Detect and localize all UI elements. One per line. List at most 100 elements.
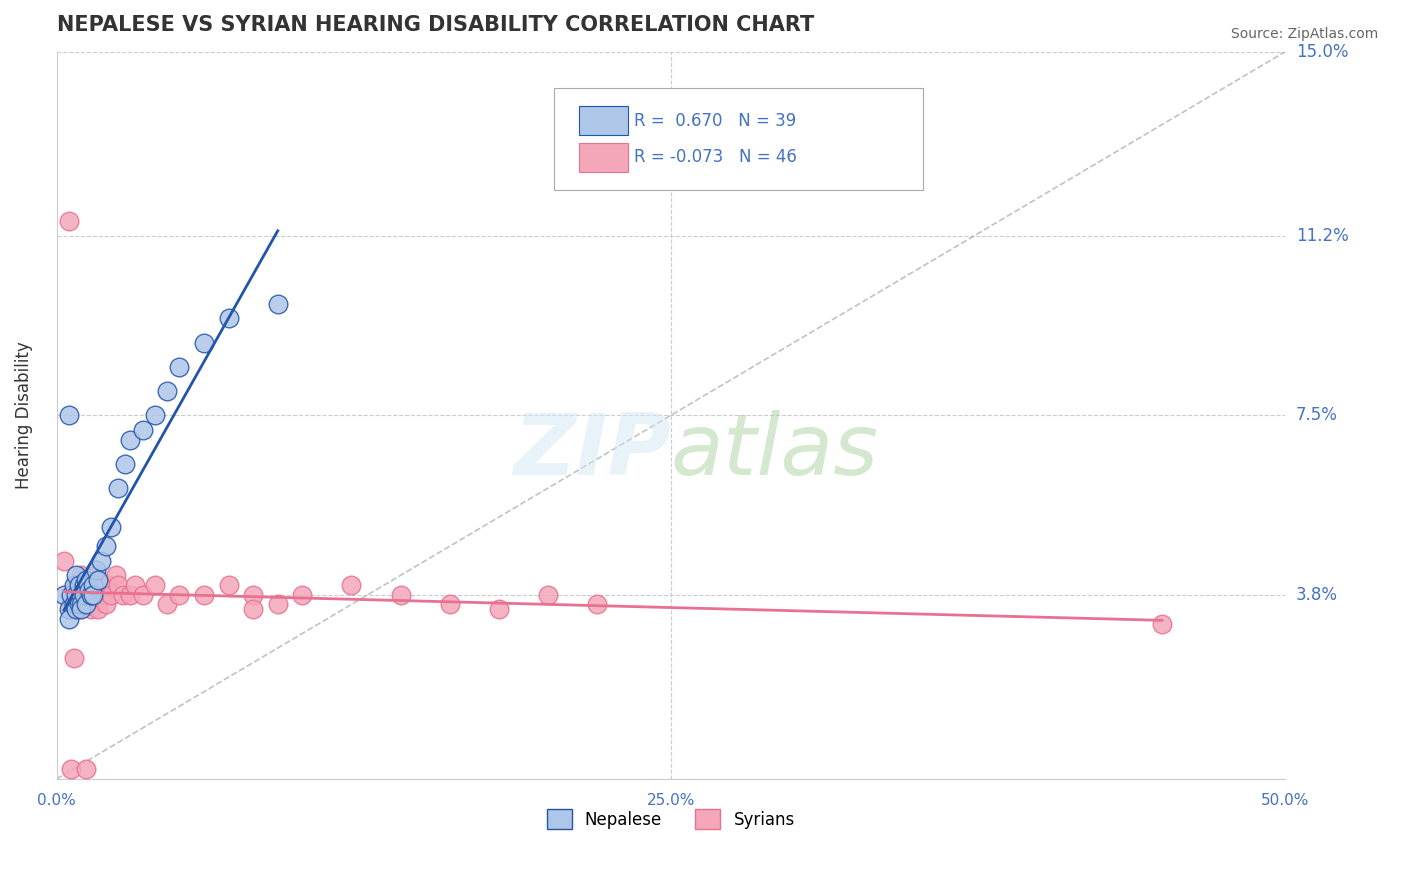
Point (87, 573, 110, 587)
Point (75, 598, 97, 612)
Point (82, 578, 104, 592)
Text: 50.0%: 50.0% (1261, 793, 1309, 808)
Point (94, 539, 117, 553)
Text: NEPALESE VS SYRIAN HEARING DISABILITY CORRELATION CHART: NEPALESE VS SYRIAN HEARING DISABILITY CO… (56, 15, 814, 35)
Point (267, 598, 290, 612)
Text: ZIP: ZIP (513, 410, 671, 493)
Point (104, 568, 127, 582)
Point (107, 481, 129, 495)
Point (90, 554, 112, 568)
Point (389, 588, 412, 602)
Point (77, 598, 100, 612)
Point (586, 598, 609, 612)
Point (111, 588, 134, 602)
Point (267, 297, 290, 311)
Point (488, 602, 510, 616)
Point (90, 578, 112, 592)
Point (82, 588, 104, 602)
Point (114, 457, 136, 471)
Point (87, 602, 110, 616)
Point (193, 588, 215, 602)
Point (80, 588, 103, 602)
Point (67, 592, 90, 607)
Bar (579, 143, 628, 172)
Point (60, 762, 83, 776)
Point (91, 588, 114, 602)
Point (94, 598, 117, 612)
Point (70, 588, 93, 602)
Text: R = -0.073   N = 46: R = -0.073 N = 46 (634, 148, 797, 166)
Y-axis label: Hearing Disability: Hearing Disability (15, 342, 32, 489)
Point (218, 578, 240, 592)
Text: 7.5%: 7.5% (1296, 407, 1339, 425)
Bar (579, 106, 628, 136)
Legend: Nepalese, Syrians: Nepalese, Syrians (540, 803, 801, 836)
Text: 0.0%: 0.0% (37, 793, 76, 808)
Point (60, 598, 83, 612)
Point (82, 588, 104, 602)
Point (131, 423, 153, 437)
Point (218, 311, 240, 326)
Point (58, 214, 80, 228)
Point (169, 359, 191, 374)
Point (82, 578, 104, 592)
Point (84, 564, 107, 578)
Point (67, 598, 90, 612)
Point (169, 588, 191, 602)
Point (340, 578, 363, 592)
Point (75, 573, 97, 587)
Point (75, 762, 97, 776)
Point (62, 598, 84, 612)
Point (143, 409, 166, 423)
Text: atlas: atlas (671, 410, 879, 493)
Point (70, 568, 93, 582)
Point (60, 588, 83, 602)
Point (65, 568, 87, 582)
Point (70, 598, 93, 612)
Point (58, 409, 80, 423)
Point (80, 602, 103, 616)
Point (124, 578, 146, 592)
Point (58, 602, 80, 616)
Point (439, 598, 461, 612)
Point (242, 602, 264, 616)
Point (65, 602, 87, 616)
Point (70, 602, 93, 616)
Text: 3.8%: 3.8% (1296, 586, 1339, 604)
Text: Source: ZipAtlas.com: Source: ZipAtlas.com (1230, 27, 1378, 41)
FancyBboxPatch shape (554, 88, 922, 190)
Text: R =  0.670   N = 39: R = 0.670 N = 39 (634, 112, 796, 130)
Point (100, 588, 122, 602)
Point (75, 588, 97, 602)
Text: 15.0%: 15.0% (1296, 43, 1348, 61)
Point (156, 384, 179, 398)
Point (97, 578, 120, 592)
Text: 25.0%: 25.0% (647, 793, 695, 808)
Point (67, 602, 90, 616)
Point (67, 578, 90, 592)
Point (72, 588, 94, 602)
Point (65, 578, 87, 592)
Point (70, 588, 93, 602)
Point (53, 554, 76, 568)
Point (107, 578, 129, 592)
Point (58, 612, 80, 626)
Point (120, 433, 142, 447)
Point (53, 588, 76, 602)
Point (156, 598, 179, 612)
Text: 11.2%: 11.2% (1296, 227, 1348, 245)
Point (1152, 616, 1174, 631)
Point (291, 588, 314, 602)
Point (62, 650, 84, 665)
Point (131, 588, 153, 602)
Point (143, 578, 166, 592)
Point (84, 568, 107, 582)
Point (65, 588, 87, 602)
Point (72, 578, 94, 592)
Point (242, 588, 264, 602)
Point (120, 588, 142, 602)
Point (72, 578, 94, 592)
Point (100, 520, 122, 534)
Point (77, 582, 100, 597)
Point (537, 588, 560, 602)
